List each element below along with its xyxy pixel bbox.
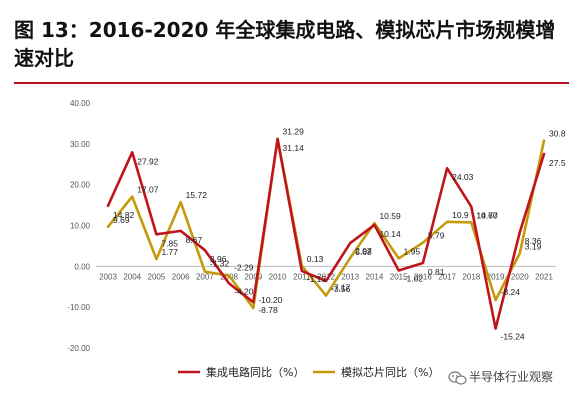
analog-data-label: -2.29 [234, 263, 254, 273]
x-tick-label: 2014 [366, 272, 384, 281]
analog-data-label: 2.07 [355, 246, 372, 256]
analog-data-label: 0.13 [307, 254, 324, 264]
ic-data-label: -3.56 [331, 284, 351, 294]
y-tick-label: 0.00 [74, 262, 90, 271]
ic-data-label: -8.78 [258, 305, 278, 315]
x-axis: 2003 2004 2005 2006 2007 2008 2009 2010 2011 2012… [96, 265, 556, 281]
title-divider [14, 82, 569, 84]
analog-data-label: 10.9 [452, 210, 469, 220]
analog-data-label: 10.59 [379, 211, 401, 221]
x-tick-label: 2007 [196, 272, 214, 281]
y-axis: 40.00 30.00 20.00 10.00 0.00 -10.00 -20.00 [67, 99, 90, 353]
analog-data-label: 10.77 [476, 210, 498, 220]
ic-data-label: 24.03 [452, 172, 474, 182]
x-tick-label: 2004 [123, 272, 141, 281]
ic-data-label: -15.24 [501, 332, 525, 342]
ic-data-label: 14.60 [476, 211, 498, 221]
x-tick-label: 2003 [99, 272, 117, 281]
x-tick-label: 2006 [172, 272, 190, 281]
analog-data-label: 1.95 [404, 246, 421, 256]
analog-data-label: 15.72 [186, 190, 208, 200]
analog-data-label: -7.17 [331, 283, 351, 293]
ic-data-label: 8.36 [525, 236, 542, 246]
x-tick-label: 2017 [438, 272, 456, 281]
watermark-text: 半导体行业观察 [469, 370, 553, 384]
x-tick-label: 2019 [487, 272, 505, 281]
analog-data-label: 17.07 [137, 185, 159, 195]
ic-data-label: 27.92 [137, 156, 159, 166]
legend-item: 模拟芯片同比（%） [313, 365, 439, 379]
y-tick-label: 20.00 [70, 181, 91, 190]
analog-data-label: 30.8 [549, 129, 566, 139]
x-tick-label: 2005 [148, 272, 166, 281]
x-tick-label: 2016 [414, 272, 432, 281]
analog-data-label: 3.19 [525, 241, 542, 251]
ic-data-label: 5.68 [355, 247, 372, 257]
analog-data-label: -8.24 [501, 287, 521, 297]
x-tick-label: 2020 [511, 272, 529, 281]
ic-data-label: 8.67 [186, 235, 203, 245]
legend: 集成电路同比（%） 模拟芯片同比（%） [178, 365, 439, 379]
y-tick-label: -20.00 [67, 344, 90, 353]
data-label-layer: 14.82 27.92 7.85 8.67 3.96 -4.20 -8.78 31.14 -1.… [113, 127, 566, 342]
x-tick-label: 2012 [317, 272, 335, 281]
watermark: 半导体行业观察 [448, 370, 553, 385]
x-tick-label: 2010 [269, 272, 287, 281]
ic-data-label: 31.14 [283, 143, 305, 153]
analog-data-label: 31.29 [283, 127, 305, 137]
analog-data-label: 5.79 [428, 231, 445, 241]
ic-data-label: 27.5 [549, 158, 566, 168]
ic-data-label: 14.82 [113, 210, 135, 220]
y-tick-label: -10.00 [67, 303, 90, 312]
analog-data-label: -1.32 [210, 259, 230, 269]
wechat-icon [448, 371, 467, 385]
legend-label: 模拟芯片同比（%） [341, 365, 439, 379]
legend-item: 集成电路同比（%） [178, 365, 304, 379]
ic-data-label: -1.13 [307, 274, 327, 284]
ic-data-label: -4.20 [234, 286, 254, 296]
y-tick-label: 30.00 [70, 140, 91, 149]
y-tick-label: 10.00 [70, 222, 91, 231]
ic-data-label: 3.96 [210, 254, 227, 264]
x-tick-label: 2009 [244, 272, 262, 281]
analog-data-label: -10.20 [258, 295, 282, 305]
ic-data-label: -1.02 [404, 273, 424, 283]
analog-growth-line [106, 137, 546, 310]
ic-growth-line [106, 137, 546, 330]
y-tick-label: 40.00 [70, 99, 91, 108]
analog-data-label: 1.77 [161, 247, 178, 257]
ic-data-label: 7.85 [161, 238, 178, 248]
x-tick-label: 2011 [293, 272, 311, 281]
x-tick-label: 2018 [462, 272, 480, 281]
legend-label: 集成电路同比（%） [206, 365, 304, 379]
line-chart: 40.00 30.00 20.00 10.00 0.00 -10.00 -20.00 200… [67, 99, 566, 385]
x-tick-label: 2015 [390, 272, 408, 281]
page-title: 图 13：2016-2020 年全球集成电路、模拟芯片市场规模增速对比 [14, 18, 556, 70]
x-tick-label: 2021 [535, 272, 553, 281]
ic-data-label: 0.81 [428, 267, 445, 277]
analog-data-label: 9.69 [113, 215, 130, 225]
x-tick-label: 2013 [341, 272, 359, 281]
ic-data-label: 10.14 [379, 229, 401, 239]
series-layer [106, 137, 546, 330]
